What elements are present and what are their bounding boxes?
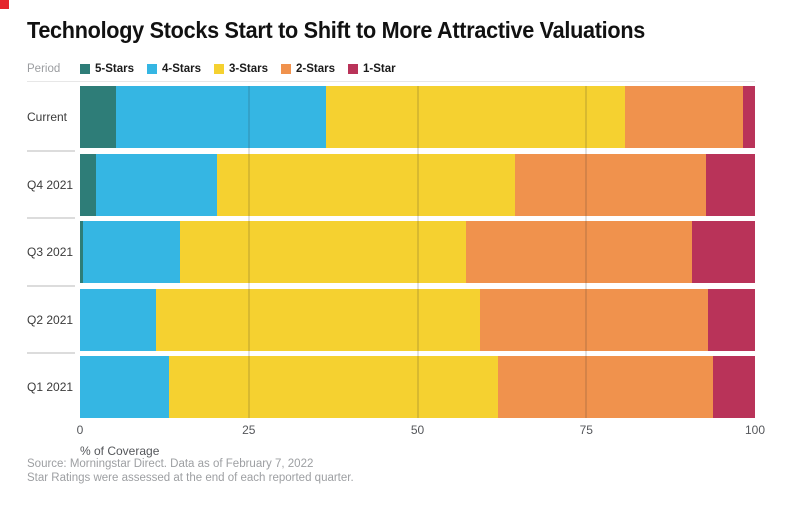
segment-3-stars-q1-2021 bbox=[169, 356, 499, 418]
x-tick-75: 75 bbox=[579, 423, 593, 437]
legend-item-4-stars: 4-Stars bbox=[147, 63, 201, 75]
bar-q1-2021 bbox=[80, 356, 755, 418]
segment-1-star-q2-2021 bbox=[707, 288, 755, 351]
row-label-q2-2021: Q2 2021 bbox=[27, 312, 74, 327]
segment-5-stars-q4-2021 bbox=[80, 153, 97, 216]
segment-4-stars-q1-2021 bbox=[80, 356, 170, 418]
segment-4-stars-q3-2021 bbox=[83, 221, 180, 283]
legend-item-1-star: 1-Star bbox=[348, 63, 396, 75]
brand-square bbox=[0, 0, 9, 9]
legend-name: 3-Stars bbox=[229, 63, 268, 75]
segment-3-stars-q3-2021 bbox=[179, 221, 467, 283]
row-label-current: Current bbox=[27, 110, 68, 124]
bar-current bbox=[80, 86, 755, 148]
row-separator bbox=[27, 284, 75, 287]
legend-swatch-4-stars bbox=[147, 64, 157, 74]
source-line-1: Source: Morningstar Direct. Data as of F… bbox=[27, 458, 314, 470]
bar-q4-2021 bbox=[80, 153, 755, 216]
legend-name: 4-Stars bbox=[162, 63, 201, 75]
bar-q3-2021 bbox=[80, 221, 755, 283]
row-label-q3-2021: Q3 2021 bbox=[27, 245, 74, 259]
gridline-25 bbox=[247, 86, 250, 418]
segment-1-star-q1-2021 bbox=[713, 356, 755, 418]
segment-2-stars-q2-2021 bbox=[480, 288, 708, 351]
segment-5-stars-q3-2021 bbox=[80, 221, 84, 283]
x-tick-0: 0 bbox=[76, 423, 84, 437]
legend-name: 5-Stars bbox=[95, 63, 134, 75]
segment-2-stars-q3-2021 bbox=[466, 221, 692, 283]
segment-4-stars-q2-2021 bbox=[80, 288, 157, 351]
row-separator bbox=[27, 217, 75, 220]
legend-swatch-1-star bbox=[348, 64, 358, 74]
legend-item-2-stars: 2-Stars bbox=[281, 63, 335, 75]
legend: Period 5-Stars 4-Stars 3-Stars 2-Stars 1-Sta… bbox=[27, 62, 409, 76]
chart-title: Technology Stocks Start to Shift to More… bbox=[27, 17, 646, 43]
row-separator bbox=[27, 352, 75, 355]
segment-3-stars-current bbox=[325, 86, 625, 148]
segment-4-stars-current bbox=[116, 86, 326, 148]
row-label-q4-2021: Q4 2021 bbox=[27, 177, 74, 192]
segment-2-stars-q1-2021 bbox=[498, 356, 714, 418]
segment-3-stars-q4-2021 bbox=[217, 153, 515, 216]
source-line-2: Star Ratings were assessed at the end of… bbox=[27, 471, 354, 484]
legend-divider bbox=[27, 81, 755, 82]
gridline-50 bbox=[416, 86, 419, 418]
segment-2-stars-current bbox=[624, 86, 743, 148]
segment-1-star-current bbox=[742, 86, 755, 148]
legend-period-label: Period bbox=[27, 63, 61, 75]
bar-q2-2021 bbox=[80, 288, 755, 351]
segment-4-stars-q4-2021 bbox=[96, 153, 217, 216]
gridline-75 bbox=[585, 86, 588, 418]
legend-item-3-stars: 3-Stars bbox=[214, 63, 268, 75]
x-tick-50: 50 bbox=[410, 423, 425, 437]
segment-3-stars-q2-2021 bbox=[156, 288, 481, 351]
segment-2-stars-q4-2021 bbox=[514, 153, 707, 216]
x-tick-25: 25 bbox=[242, 423, 256, 437]
legend-swatch-5-stars bbox=[80, 64, 90, 74]
x-axis-label: % of Coverage bbox=[80, 444, 160, 458]
legend-name: 1-Star bbox=[363, 63, 396, 75]
legend-item-5-stars: 5-Stars bbox=[80, 63, 134, 75]
legend-name: 2-Stars bbox=[296, 63, 335, 75]
legend-swatch-2-stars bbox=[281, 64, 291, 74]
legend-swatch-3-stars bbox=[214, 64, 224, 74]
segment-5-stars-current bbox=[80, 86, 117, 148]
row-separator bbox=[27, 149, 75, 152]
segment-1-star-q4-2021 bbox=[706, 153, 755, 216]
segment-1-star-q3-2021 bbox=[691, 221, 755, 283]
source-note: Source: Morningstar Direct. Data as of F… bbox=[27, 458, 354, 485]
row-label-q1-2021: Q1 2021 bbox=[27, 380, 74, 394]
x-tick-100: 100 bbox=[744, 423, 766, 437]
